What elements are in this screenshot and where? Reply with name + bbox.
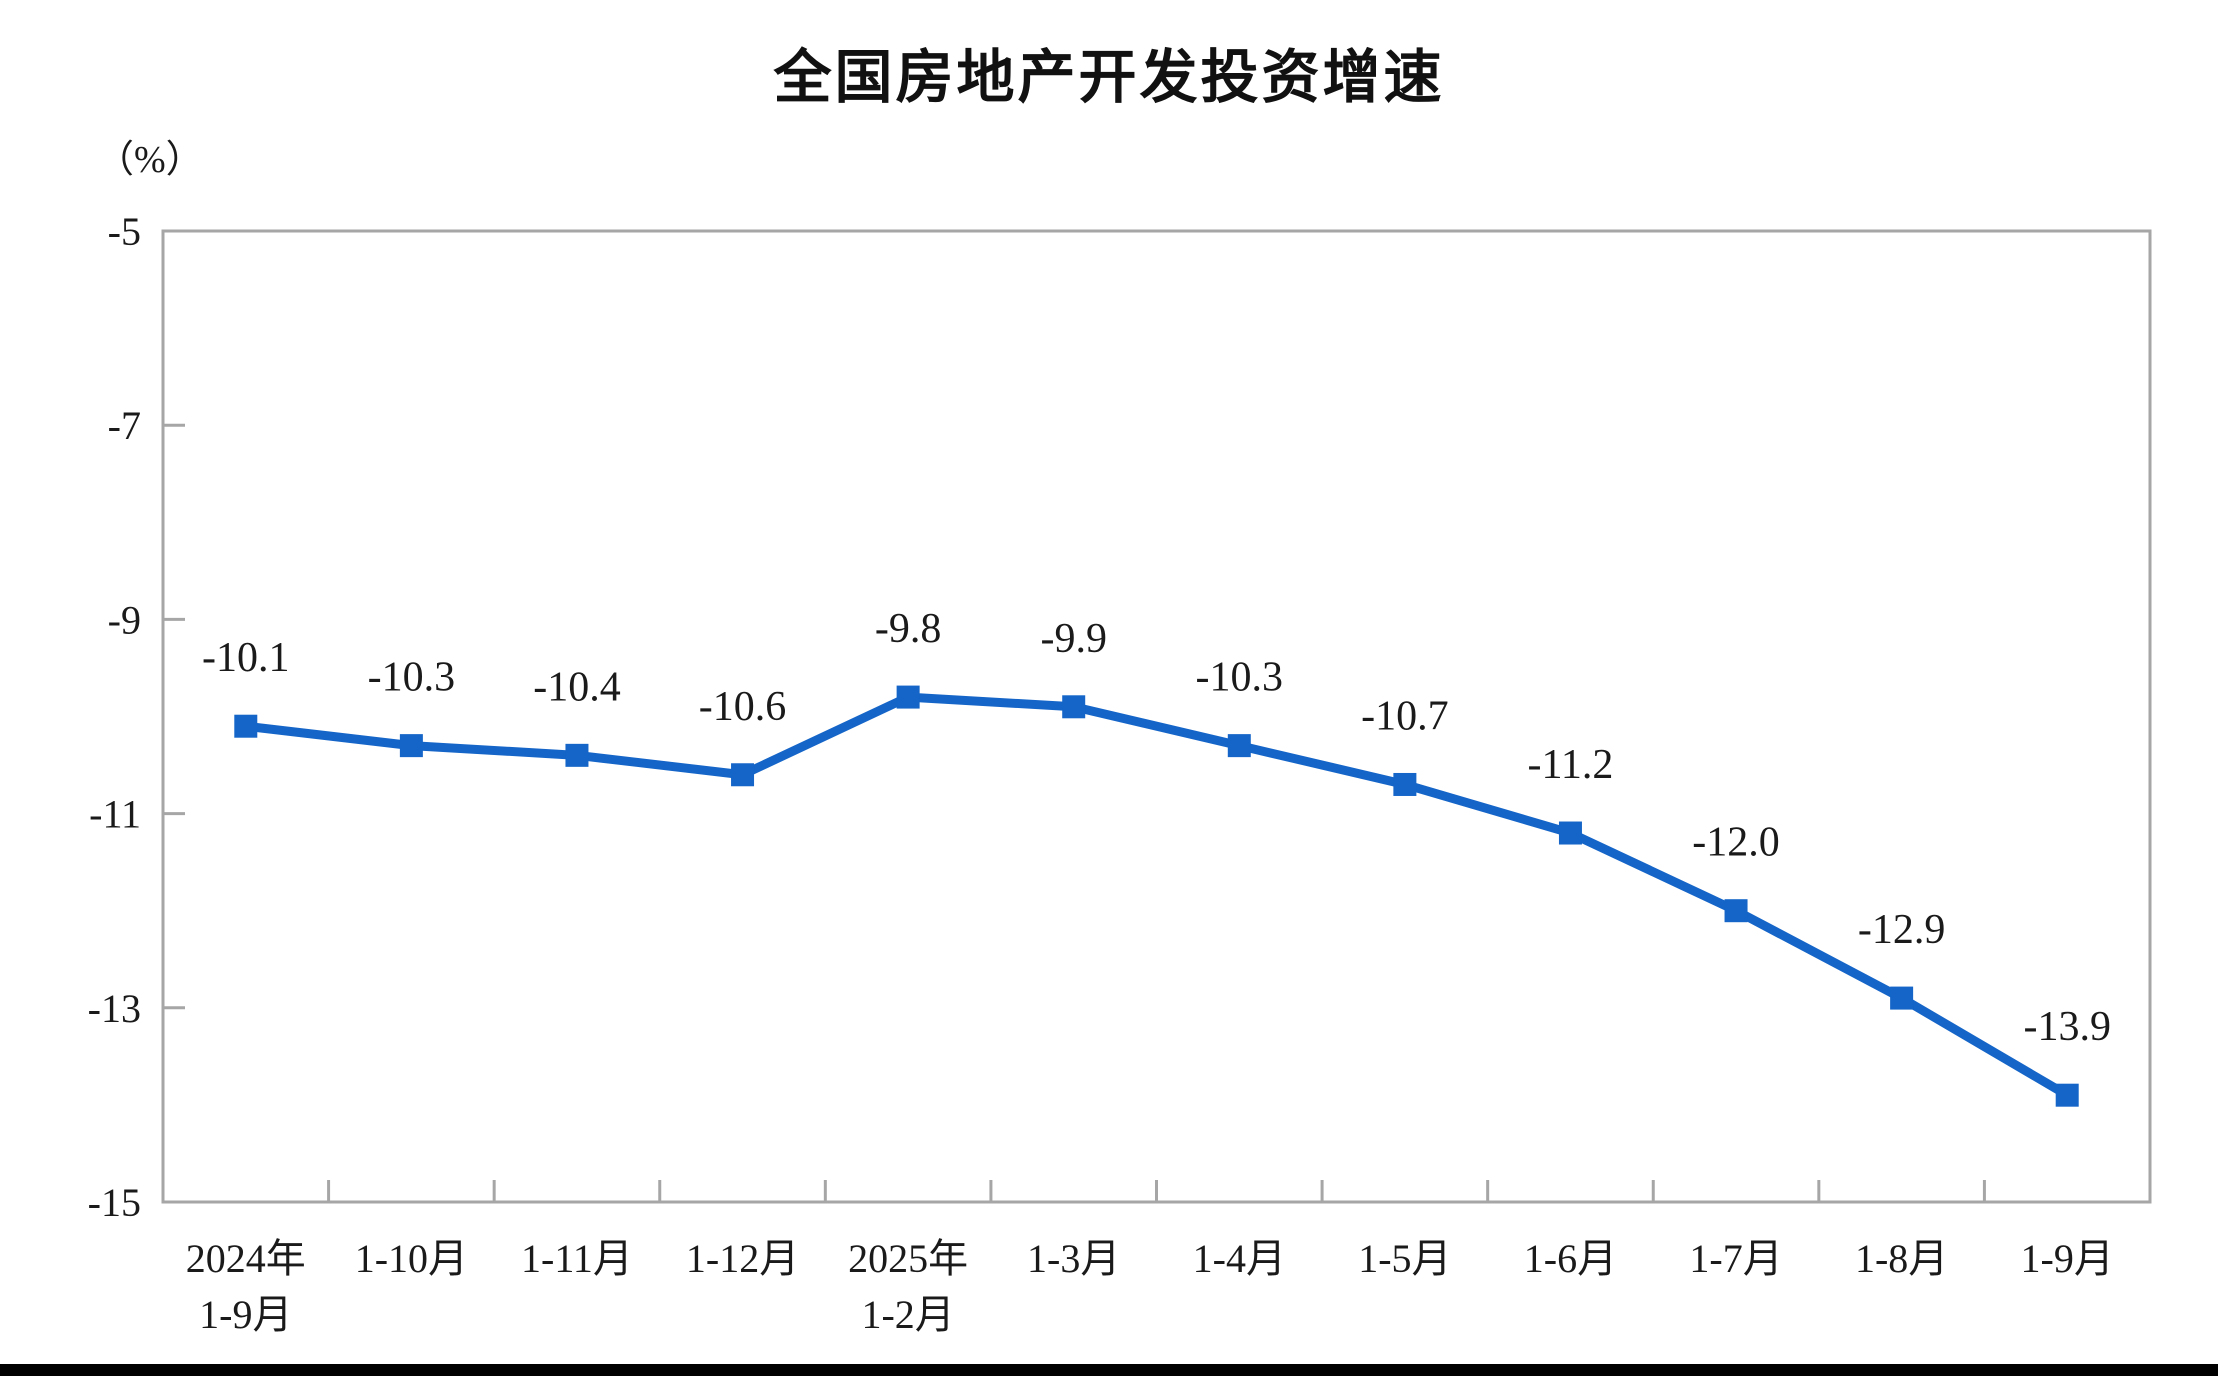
x-category-label: 1-3月 xyxy=(1027,1236,1120,1281)
x-category-label: 2025年 xyxy=(848,1236,968,1281)
series-line xyxy=(241,692,2072,1100)
y-tick-label: -7 xyxy=(108,403,141,448)
x-category-label: 1-4月 xyxy=(1193,1236,1286,1281)
data-point-marker xyxy=(2055,1083,2079,1107)
data-point-label: -9.8 xyxy=(875,606,942,652)
data-point-marker xyxy=(565,743,589,767)
y-tick-label: -11 xyxy=(89,792,141,837)
y-tick-label: -13 xyxy=(88,986,141,1031)
x-category-label: 2024年 xyxy=(186,1236,306,1281)
data-point-label: -12.0 xyxy=(1692,820,1780,866)
y-tick-label: -15 xyxy=(88,1180,141,1225)
data-point-marker xyxy=(1393,772,1417,796)
data-point-label: -12.9 xyxy=(1858,907,1946,953)
data-point-label: -10.3 xyxy=(368,655,456,701)
data-point-marker xyxy=(1890,986,1914,1010)
data-point-marker xyxy=(896,685,920,709)
x-category-label: 1-9月 xyxy=(2021,1236,2114,1281)
x-category-label: 1-8月 xyxy=(1855,1236,1948,1281)
x-category-label: 1-7月 xyxy=(1689,1236,1782,1281)
data-point-label: -11.2 xyxy=(1527,742,1613,788)
x-category-label: 1-11月 xyxy=(521,1236,633,1281)
data-point-label: -10.6 xyxy=(699,684,787,730)
data-point-marker xyxy=(234,714,258,738)
data-point-marker xyxy=(1227,734,1251,758)
y-tick-label: -9 xyxy=(108,597,141,642)
data-point-label: -10.3 xyxy=(1196,655,1284,701)
y-axis-unit-label: （%） xyxy=(96,139,204,181)
chart-title: 全国房地产开发投资增速 xyxy=(773,45,1445,110)
x-category-label: 1-9月 xyxy=(199,1292,292,1337)
data-point-marker xyxy=(731,763,755,787)
y-tick-label: -5 xyxy=(108,209,141,254)
data-point-label: -9.9 xyxy=(1040,616,1107,662)
data-point-label: -10.4 xyxy=(533,664,621,710)
x-category-label: 1-2月 xyxy=(861,1292,954,1337)
data-point-label: -10.1 xyxy=(202,635,290,681)
x-category-label: 1-10月 xyxy=(355,1236,468,1281)
x-category-label: 1-12月 xyxy=(686,1236,799,1281)
data-point-marker xyxy=(399,734,423,758)
x-category-label: 1-6月 xyxy=(1524,1236,1617,1281)
data-point-marker xyxy=(1558,821,1582,845)
data-point-marker xyxy=(1724,899,1748,923)
data-point-label: -13.9 xyxy=(2023,1004,2111,1050)
data-point-label: -10.7 xyxy=(1361,693,1449,739)
data-point-marker xyxy=(1062,695,1086,719)
plot-border xyxy=(161,229,2152,1204)
x-category-label: 1-5月 xyxy=(1358,1236,1451,1281)
bottom-black-bar xyxy=(0,1364,2218,1376)
